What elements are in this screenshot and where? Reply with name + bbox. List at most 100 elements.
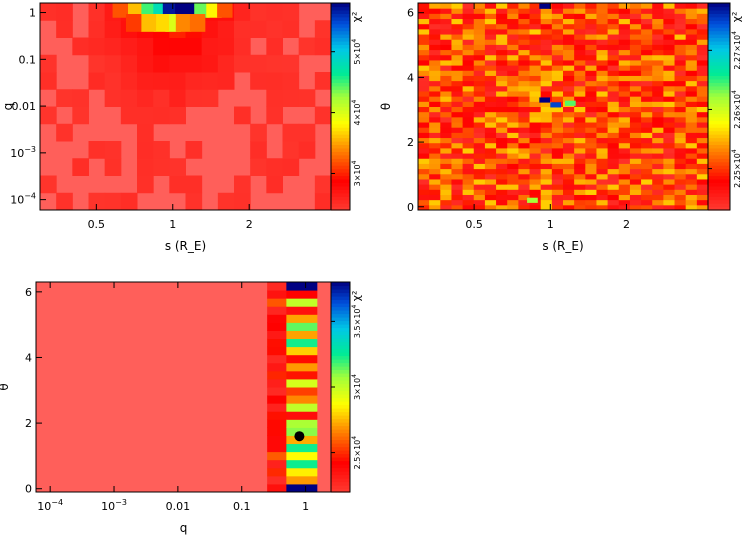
heatmap-cell xyxy=(462,54,475,61)
heatmap-cell xyxy=(574,106,586,113)
heatmap-cell xyxy=(440,85,452,92)
heatmap-cell xyxy=(507,18,519,25)
heatmap-cell xyxy=(551,163,564,170)
heatmap-cell xyxy=(298,37,316,56)
heatmap-cell xyxy=(507,168,519,175)
heatmap-cell xyxy=(618,70,631,76)
heatmap-cell xyxy=(440,163,452,170)
heatmap-cell xyxy=(618,168,631,175)
heatmap-cell xyxy=(629,132,642,139)
heatmap-cell xyxy=(551,173,564,180)
heatmap-cell xyxy=(286,314,318,323)
heatmap-cell xyxy=(696,28,709,35)
heatmap-cell xyxy=(451,13,464,20)
heatmap-cell xyxy=(585,147,597,154)
heatmap-cell xyxy=(440,153,452,159)
heatmap-cell xyxy=(574,13,586,20)
heatmap-cell xyxy=(663,184,676,190)
heatmap-cell xyxy=(663,85,676,92)
heatmap-cell xyxy=(529,173,542,180)
heatmap-cell xyxy=(88,72,106,90)
heatmap-cell xyxy=(652,54,664,61)
heatmap-cell xyxy=(607,173,620,180)
heatmap-cell xyxy=(529,44,542,51)
heatmap-cell xyxy=(674,34,687,40)
colorbar-tick-label: 2.27×104 xyxy=(731,31,742,70)
heatmap-cell xyxy=(496,153,508,159)
heatmap-cell xyxy=(462,168,475,175)
heatmap-cell xyxy=(629,173,642,180)
heatmap-cell xyxy=(451,18,464,25)
heatmap-cell xyxy=(574,65,586,71)
heatmap-cell xyxy=(462,173,475,180)
heatmap-cell xyxy=(551,75,564,82)
heatmap-cell xyxy=(507,34,519,40)
heatmap-cell xyxy=(641,96,653,102)
heatmap-cell xyxy=(429,158,441,164)
heatmap-cell xyxy=(418,44,430,51)
heatmap-cell xyxy=(663,153,676,159)
heatmap-cell xyxy=(607,163,620,170)
heatmap-cell xyxy=(72,158,89,176)
panel-theta-vs-s: 0.5 1 2 0 2 4 6 s (R_E) θ 2.25×104 2.26×104 2.27×10… xyxy=(379,2,743,253)
heatmap-cell xyxy=(641,132,653,139)
heatmap-cell xyxy=(618,59,631,66)
heatmap-cell xyxy=(696,116,709,123)
heatmap-cell-hot xyxy=(189,14,206,32)
heatmap-cell xyxy=(574,59,586,66)
heatmap-cell xyxy=(88,3,106,21)
heatmap-cell xyxy=(484,204,497,211)
heatmap-cell xyxy=(563,132,575,139)
heatmap-cell xyxy=(629,106,642,113)
heatmap-cell xyxy=(696,101,709,107)
heatmap-cell xyxy=(596,168,609,175)
heatmap-cell xyxy=(563,34,575,40)
heatmap-cell xyxy=(629,85,642,92)
heatmap-cell xyxy=(496,59,508,66)
heatmap-cell xyxy=(496,158,508,164)
heatmap-cell xyxy=(574,54,586,61)
heatmap-cell xyxy=(629,158,642,164)
heatmap-cell xyxy=(507,39,519,45)
heatmap-cell xyxy=(267,370,287,380)
heatmap-cell xyxy=(629,34,642,40)
heatmap-cell xyxy=(473,96,486,102)
heatmap-cell xyxy=(674,23,687,30)
heatmap-cell xyxy=(451,189,464,195)
heatmap-cell xyxy=(685,168,698,175)
heatmap-cell xyxy=(618,80,631,87)
heatmap-cell xyxy=(496,194,508,201)
heatmap-cell xyxy=(507,65,519,71)
heatmap-cell xyxy=(551,137,564,144)
heatmap-cell xyxy=(652,127,664,133)
y-tick-label: 4 xyxy=(407,71,414,84)
heatmap-cell xyxy=(551,49,564,56)
heatmap-cell xyxy=(674,49,687,56)
heatmap-cell xyxy=(484,194,497,201)
heatmap-cell xyxy=(473,49,486,56)
heatmap-cell xyxy=(618,3,631,9)
heatmap-cell xyxy=(641,90,653,97)
heatmap-cell xyxy=(507,111,519,118)
heatmap-cell xyxy=(551,90,564,97)
heatmap-cell xyxy=(267,419,287,428)
heatmap-cell xyxy=(250,54,267,73)
heatmap-cell xyxy=(596,158,609,164)
heatmap-cell xyxy=(462,189,475,195)
heatmap-cell xyxy=(596,65,609,71)
heatmap-cell xyxy=(462,90,475,97)
heatmap-cell xyxy=(518,142,531,149)
heatmap-cell xyxy=(652,13,664,20)
heatmap-cell xyxy=(451,132,464,139)
heatmap-cell xyxy=(629,184,642,190)
heatmap-cell xyxy=(462,39,475,45)
heatmap-cell xyxy=(585,153,597,159)
heatmap-cell xyxy=(298,123,316,142)
heatmap-cell xyxy=(267,387,287,396)
heatmap-cell xyxy=(496,189,508,195)
heatmap-cell xyxy=(104,89,122,107)
heatmap-cell xyxy=(462,184,475,190)
heatmap-cell xyxy=(563,147,575,154)
heatmap-cell xyxy=(663,147,676,154)
heatmap-cell xyxy=(496,39,508,45)
